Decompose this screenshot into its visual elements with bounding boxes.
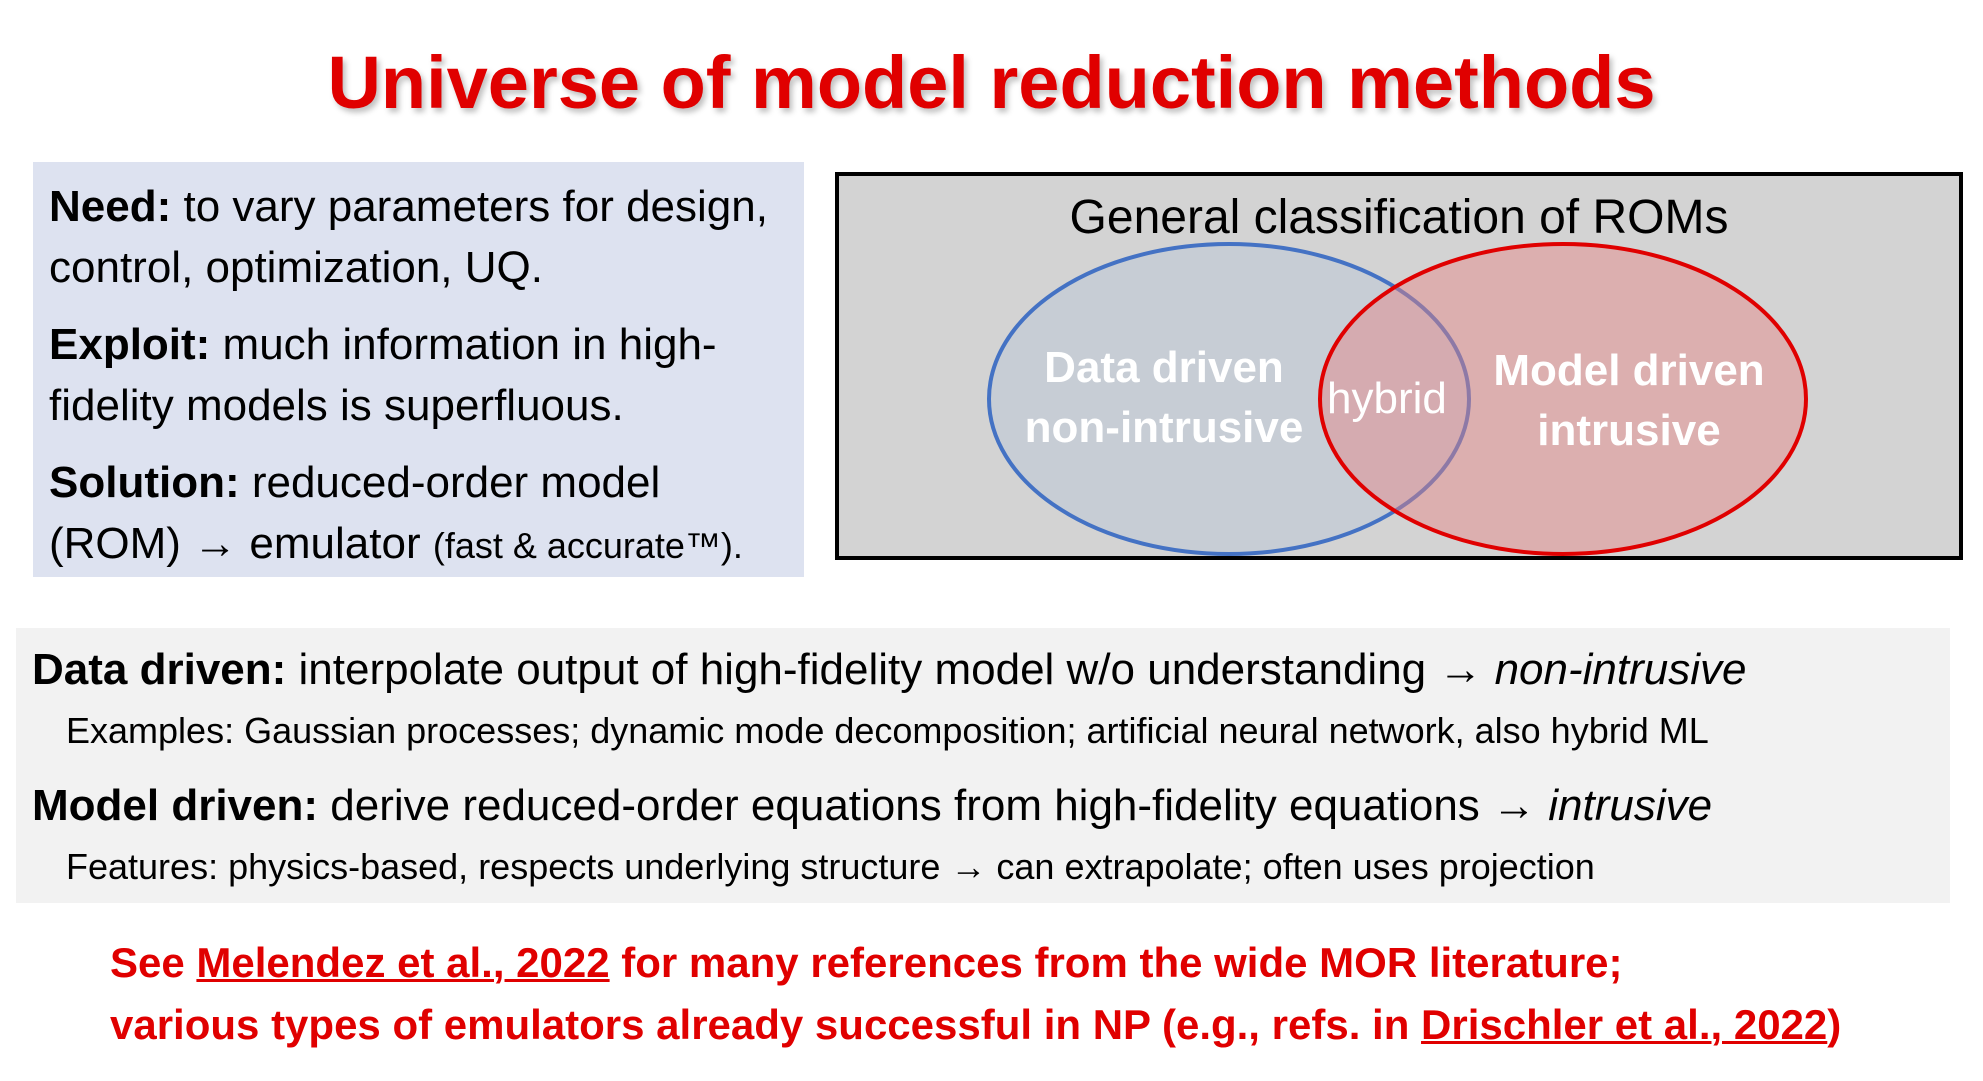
model-driven-ellipse (1318, 242, 1808, 556)
melendez-link[interactable]: Melendez et al., 2022 (196, 939, 610, 986)
data-driven-label: Data driven non-intrusive (1014, 338, 1314, 458)
need-box: Need: to vary parameters for design, con… (33, 162, 804, 577)
refs-line-2: various types of emulators already succe… (110, 994, 1841, 1056)
model-driven-row: Model driven: derive reduced-order equat… (32, 776, 1934, 836)
data-driven-line1: Data driven (1044, 343, 1284, 392)
need-label: Need: (49, 182, 172, 231)
model-driven-text: derive reduced-order equations from high… (318, 781, 1549, 830)
refs-line1-post: for many references from the wide MOR li… (609, 939, 1623, 986)
refs-line2-pre: various types of emulators already succe… (110, 1001, 1422, 1048)
data-driven-examples: Examples: Gaussian processes; dynamic mo… (66, 710, 1709, 751)
model-driven-features: Features: physics-based, respects underl… (66, 846, 1595, 887)
model-driven-italic: intrusive (1548, 781, 1713, 830)
exploit-paragraph: Exploit: much information in high-fideli… (49, 314, 788, 436)
data-driven-row: Data driven: interpolate output of high-… (32, 640, 1934, 700)
drischler-link[interactable]: Drischler et al., 2022 (1421, 1001, 1828, 1048)
refs-line1-pre: See (110, 939, 197, 986)
model-driven-line1: Model driven (1493, 346, 1765, 395)
refs-line2-post: ) (1827, 1001, 1842, 1048)
refs-line-1: See Melendez et al., 2022 for many refer… (110, 932, 1841, 994)
slide-title: Universe of model reduction methods (327, 41, 1656, 124)
model-driven-heading: Model driven: (32, 781, 319, 830)
rom-box-title: General classification of ROMs (1069, 191, 1729, 244)
references: See Melendez et al., 2022 for many refer… (110, 932, 1841, 1056)
solution-text: reduced-order model (ROM) → emulator (49, 458, 661, 568)
venn-diagram (987, 242, 1808, 556)
model-driven-line2: intrusive (1537, 406, 1721, 455)
data-driven-text: interpolate output of high-fidelity mode… (286, 645, 1495, 694)
data-driven-heading: Data driven: (32, 645, 287, 694)
need-paragraph: Need: to vary parameters for design, con… (49, 176, 788, 298)
solution-label: Solution: (49, 458, 240, 507)
rom-classification-box: General classification of ROMs Data driv… (835, 172, 1963, 560)
solution-note: (fast & accurate™). (432, 525, 743, 566)
data-driven-line2: non-intrusive (1024, 403, 1304, 452)
solution-paragraph: Solution: reduced-order model (ROM) → em… (49, 452, 788, 576)
data-driven-italic: non-intrusive (1494, 645, 1747, 694)
need-text: to vary parameters for design, control, … (49, 182, 768, 292)
hybrid-label: hybrid (1327, 374, 1447, 423)
exploit-text: much information in high-fidelity models… (49, 320, 717, 430)
data-driven-ellipse (987, 242, 1471, 556)
classes-box: Data driven: interpolate output of high-… (16, 628, 1950, 903)
exploit-label: Exploit: (49, 320, 211, 369)
model-driven-label: Model driven intrusive (1479, 341, 1779, 461)
